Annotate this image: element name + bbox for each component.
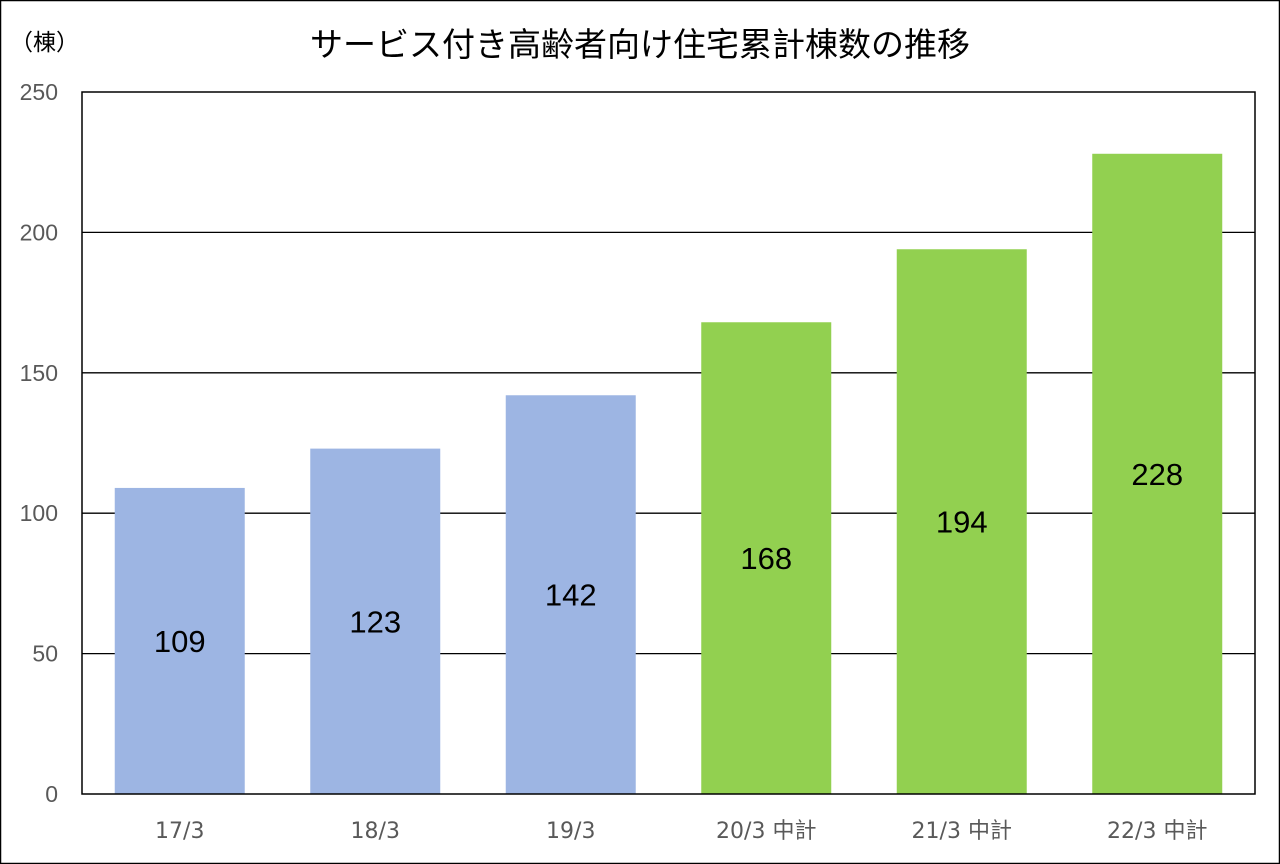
bar-3 [505,395,636,794]
y-tick-label-250: 250 [20,79,58,105]
unit-label: （棟） [10,30,79,56]
data-label-2: 123 [349,604,401,639]
x-category-label-6: 22/3 中計 [1107,819,1207,844]
y-tick-label-100: 100 [20,500,58,526]
data-label-6: 228 [1131,457,1183,492]
y-tick-label-50: 50 [32,641,58,667]
x-category-label-5: 21/3 中計 [912,819,1012,844]
bars [114,153,1223,795]
plot-area-frame [81,91,1256,795]
x-category-label-4: 20/3 中計 [716,819,816,844]
bar-6 [1092,153,1223,794]
bar-5 [896,249,1027,795]
chart-title: サービス付き高齢者向け住宅累計棟数の推移 [310,25,970,64]
x-category-label-1: 17/3 [155,819,204,844]
data-label-1: 109 [154,624,206,659]
y-tick-label-200: 200 [20,219,58,245]
bar-1 [114,487,245,794]
gridlines [82,231,1255,655]
x-category-label-2: 18/3 [351,819,400,844]
data-label-5: 194 [936,505,988,540]
data-label-4: 168 [740,541,792,576]
y-tick-label-150: 150 [20,360,58,386]
bar-4 [701,322,832,794]
bar-2 [310,448,441,794]
y-tick-label-0: 0 [45,781,58,807]
x-category-label-3: 19/3 [546,819,595,844]
labels: 0 50 100 150 200 250 109 17/3 123 18/3 142 19/3 168 2… [20,79,1208,844]
data-label-3: 142 [545,578,597,613]
